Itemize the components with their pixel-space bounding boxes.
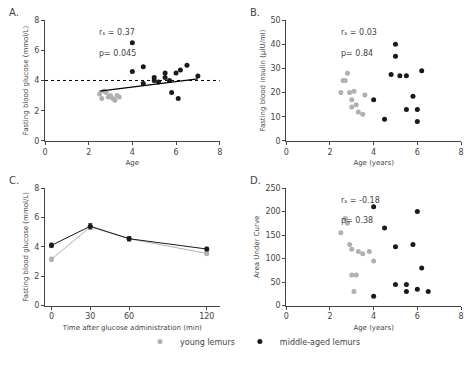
svg-text:Age: Age [126,159,140,167]
svg-text:Fasting blood glucose (mmol/L): Fasting blood glucose (mmol/L) [22,25,30,135]
svg-text:Age (years): Age (years) [353,159,394,167]
svg-text:6: 6 [415,148,420,157]
svg-text:250: 250 [265,184,280,193]
svg-text:0: 0 [42,148,47,157]
svg-text:A.: A. [9,7,19,18]
svg-text:0: 0 [49,312,54,321]
svg-text:Fasting blood glucose (mmol/L): Fasting blood glucose (mmol/L) [22,192,30,302]
svg-text:6: 6 [415,312,420,321]
svg-text:8: 8 [34,16,39,25]
svg-text:4: 4 [371,312,376,321]
svg-text:50: 50 [270,16,280,25]
svg-text:Fasting blood insulin (μIU/ml): Fasting blood insulin (μIU/ml) [259,29,267,131]
svg-text:4: 4 [371,148,376,157]
svg-text:Area Under Curve: Area Under Curve [253,216,261,278]
svg-text:middle-aged lemurs: middle-aged lemurs [280,338,360,347]
svg-text:0: 0 [276,301,281,310]
svg-text:8: 8 [217,148,222,157]
svg-text:6: 6 [34,46,39,55]
svg-text:0: 0 [34,137,39,146]
svg-text:4: 4 [34,76,39,85]
svg-text:30: 30 [85,312,95,321]
svg-text:Age (years): Age (years) [353,324,394,332]
svg-text:150: 150 [265,231,280,240]
svg-text:10: 10 [270,113,280,122]
svg-text:0: 0 [284,312,289,321]
svg-text:100: 100 [265,254,280,263]
svg-text:60: 60 [124,312,134,321]
svg-text:2: 2 [327,312,332,321]
svg-text:D.: D. [250,175,261,186]
svg-text:young lemurs: young lemurs [180,338,235,347]
svg-text:20: 20 [270,88,280,97]
svg-text:40: 40 [270,40,280,49]
svg-text:Time after glucose administrat: Time after glucose administration (min) [62,324,202,332]
svg-text:0: 0 [276,137,281,146]
svg-text:rₛ = -0.18: rₛ = -0.18 [341,196,380,205]
svg-text:6: 6 [34,213,39,222]
svg-text:8: 8 [458,312,463,321]
svg-text:4: 4 [34,243,39,252]
svg-text:8: 8 [34,184,39,193]
svg-text:4: 4 [130,148,135,157]
svg-text:p= 0.38: p= 0.38 [341,216,373,225]
svg-text:B.: B. [250,7,260,18]
svg-text:30: 30 [270,64,280,73]
svg-text:2: 2 [327,148,332,157]
svg-text:p= 0.84: p= 0.84 [341,49,373,58]
svg-text:50: 50 [270,278,280,287]
svg-text:120: 120 [199,312,214,321]
svg-text:rₛ = 0.37: rₛ = 0.37 [99,28,135,37]
svg-text:2: 2 [86,148,91,157]
svg-text:2: 2 [34,272,39,281]
svg-text:8: 8 [458,148,463,157]
svg-text:6: 6 [173,148,178,157]
svg-text:0: 0 [284,148,289,157]
svg-text:p= 0.045: p= 0.045 [99,49,136,58]
svg-text:200: 200 [265,207,280,216]
svg-text:C.: C. [9,175,19,186]
svg-text:2: 2 [34,107,39,116]
svg-text:rₛ = 0.03: rₛ = 0.03 [341,28,377,37]
svg-text:0: 0 [34,301,39,310]
